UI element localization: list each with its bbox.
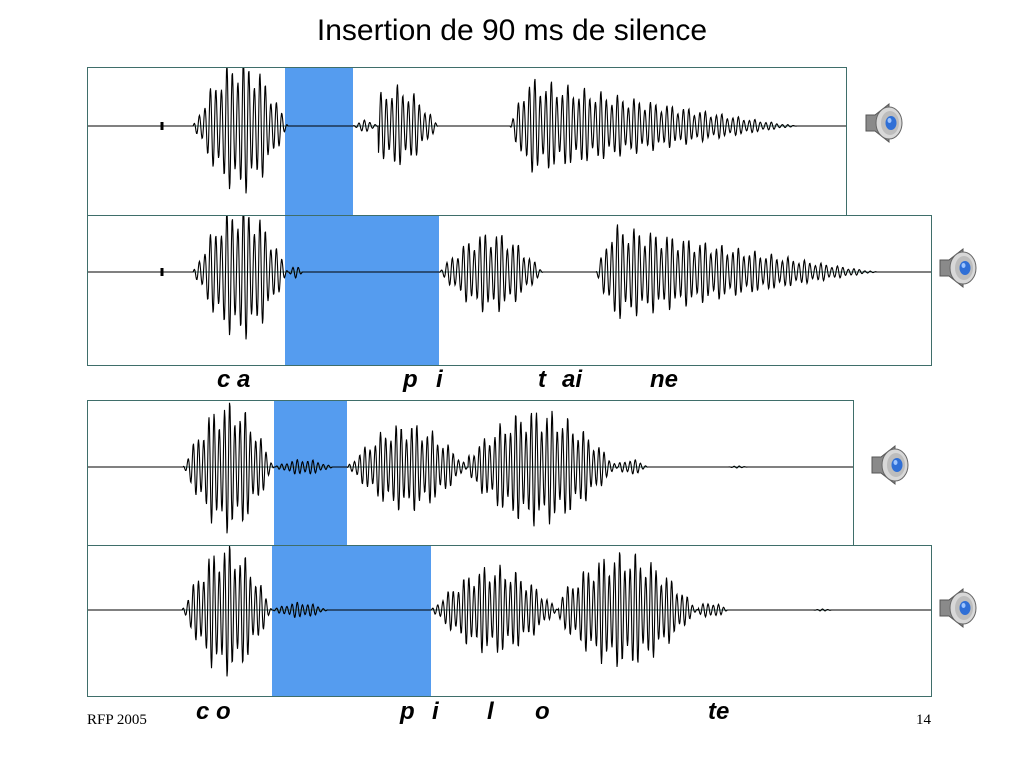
phoneme-labels-copilote: c o p i l o te: [0, 698, 1024, 728]
waveform-panel-copilote-silence-inserted: [87, 545, 932, 697]
speaker-icon[interactable]: [936, 585, 986, 631]
phoneme-label: p: [403, 366, 418, 393]
waveform-panel-capitaine-original: [87, 67, 847, 216]
phoneme-label: p: [400, 698, 415, 725]
phoneme-label: ai: [562, 366, 583, 393]
speaker-icon[interactable]: [862, 100, 912, 146]
waveform-line: [88, 402, 853, 534]
waveform-plot: [88, 401, 853, 546]
waveform-plot: [88, 546, 931, 696]
waveform-click: [160, 268, 164, 276]
phoneme-label: i: [436, 366, 443, 393]
waveform-plot: [88, 216, 931, 365]
speaker-icon[interactable]: [868, 442, 918, 488]
page-title: Insertion de 90 ms de silence: [316, 14, 708, 47]
phoneme-label: l: [487, 698, 494, 725]
waveform-panel-capitaine-silence-inserted: [87, 215, 932, 366]
phoneme-label: te: [708, 698, 730, 725]
phoneme-label: t: [538, 366, 546, 393]
phoneme-label: c a: [217, 366, 251, 393]
phoneme-label: o: [535, 698, 550, 725]
phoneme-label: i: [432, 698, 439, 725]
page-number: 14: [916, 712, 931, 728]
waveform-line: [88, 546, 931, 677]
waveform-line: [88, 68, 846, 194]
phoneme-label: ne: [650, 366, 679, 393]
waveform-plot: [88, 68, 846, 215]
waveform-panel-copilote-original: [87, 400, 854, 547]
silence-region: [285, 68, 353, 215]
footer-left: RFP 2005: [87, 712, 147, 728]
phoneme-label: c o: [196, 698, 231, 725]
silence-region: [272, 546, 431, 696]
waveform-line: [88, 216, 931, 340]
phoneme-labels-capitaine: c a p i t ai ne: [0, 366, 1024, 396]
silence-region: [285, 216, 439, 365]
waveform-click: [160, 122, 164, 130]
speaker-icon[interactable]: [936, 245, 986, 291]
